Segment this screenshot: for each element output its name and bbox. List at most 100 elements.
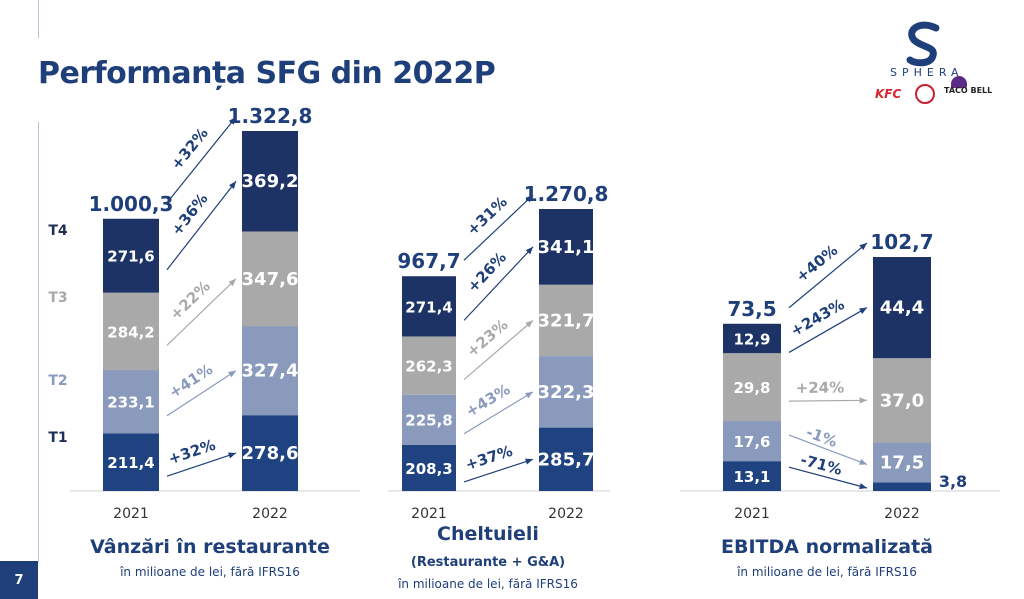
bar-t1-2022: [873, 482, 931, 491]
category-label-2021: 2021: [734, 506, 770, 522]
growth-arrowhead-t1: [228, 452, 236, 459]
growth-arrow-t4: [788, 307, 868, 353]
growth-arrowhead-t4: [859, 307, 867, 314]
growth-label-t2: +41%: [166, 360, 216, 402]
total-label-2022: 1.270,8: [524, 182, 609, 206]
pizza-hut-logo-icon: [915, 84, 935, 104]
data-label-t3-2022: 321,7: [538, 310, 595, 331]
bar-t2-2021: [723, 421, 781, 462]
growth-label-total: +40%: [792, 241, 841, 286]
category-label-2021: 2021: [113, 506, 149, 522]
data-label-t3-2021: 284,2: [107, 323, 154, 341]
chart-title-1: Vânzări în restaurante: [90, 536, 330, 558]
page-title: Performanța SFG din 2022P: [38, 56, 496, 91]
bar-t4-2021: [723, 323, 781, 354]
bar-t3-2022: [539, 284, 593, 357]
kfc-logo: KFC: [875, 87, 902, 101]
chart-note-2: în milioane de lei, fără IFRS16: [397, 577, 578, 591]
growth-arrow-t3: [788, 399, 868, 402]
bar-t4-2022: [539, 209, 593, 285]
data-label-t1-2021: 208,3: [405, 460, 452, 478]
bar-t3-2022: [242, 231, 298, 327]
total-label-2021: 1.000,3: [89, 192, 174, 216]
data-label-t2-2021: 225,8: [405, 412, 452, 430]
data-label-t4-2021: 271,6: [107, 248, 154, 266]
category-label-2022: 2022: [884, 506, 920, 522]
quarter-label-t3: T3: [48, 290, 67, 306]
growth-arrowhead-t1: [525, 458, 533, 465]
bar-t1-2021: [402, 444, 456, 491]
growth-label-total: +31%: [463, 193, 511, 239]
data-label-t1-2022: 278,6: [242, 443, 299, 464]
data-label-t4-2021: 12,9: [733, 330, 770, 348]
data-label-t1-2021: 13,1: [733, 468, 770, 486]
bar-t4-2022: [873, 257, 931, 359]
page-number: 7: [0, 561, 38, 599]
growth-label-t1: +37%: [463, 442, 515, 474]
growth-arrow-t3: [463, 319, 534, 381]
data-label-t3-2022: 347,6: [242, 269, 299, 290]
bar-t2-2021: [402, 394, 456, 445]
quarter-label-t1: T1: [48, 430, 67, 446]
sphera-logo-icon: [904, 21, 944, 67]
bar-t2-2022: [242, 326, 298, 416]
growth-arrow-t1: [788, 466, 868, 489]
growth-arrow-t2: [463, 391, 534, 435]
bar-t1-2022: [242, 415, 298, 491]
bar-t3-2022: [873, 358, 931, 443]
accent-line-left: [38, 122, 39, 562]
data-label-t2-2022: 327,4: [242, 361, 299, 382]
growth-arrow-t2: [788, 434, 868, 465]
data-label-t3-2021: 262,3: [405, 358, 452, 376]
chart-note-3: în milioane de lei, fără IFRS16: [736, 565, 917, 579]
data-label-t3-2022: 37,0: [880, 390, 924, 411]
data-label-t2-2022: 322,3: [538, 382, 595, 403]
chart-title-3: EBITDA normalizată: [721, 536, 933, 558]
chart-subtitle-2: (Restaurante + G&A): [411, 555, 565, 570]
data-label-t4-2022: 369,2: [242, 171, 299, 192]
growth-arrowhead-total: [859, 243, 867, 251]
data-label-t1-2022: 3,8: [939, 472, 967, 491]
data-label-t1-2021: 211,4: [107, 454, 154, 472]
growth-arrowhead-t2: [228, 370, 236, 378]
data-label-t4-2022: 44,4: [880, 298, 924, 319]
bar-t2-2022: [873, 442, 931, 483]
growth-arrowhead-t1: [859, 483, 867, 490]
taco-bell-logo: TACO BELL: [944, 86, 993, 95]
growth-arrow-t4: [463, 246, 534, 321]
growth-arrow-total: [166, 116, 237, 204]
growth-arrowhead-t3: [525, 320, 533, 328]
quarter-label-t2: T2: [48, 373, 67, 389]
category-label-2022: 2022: [252, 506, 288, 522]
growth-label-t1: +32%: [166, 436, 218, 468]
chart-title-2: Cheltuieli: [437, 523, 539, 545]
growth-arrowhead-total: [525, 195, 533, 203]
data-label-t2-2021: 233,1: [107, 394, 154, 412]
logo-text: SPHERA: [890, 66, 964, 79]
total-label-2021: 967,7: [397, 249, 460, 273]
growth-arrowhead-t4: [525, 246, 533, 255]
bar-t4-2022: [242, 131, 298, 232]
data-label-t4-2021: 271,4: [405, 298, 452, 316]
accent-line-top: [38, 0, 39, 38]
growth-label-total: +32%: [167, 124, 211, 173]
growth-arrowhead-t2: [525, 391, 533, 399]
growth-arrow-t4: [166, 180, 237, 271]
total-label-2022: 1.322,8: [228, 104, 313, 128]
growth-label-t2: +43%: [463, 380, 514, 421]
growth-arrow-t1: [166, 452, 237, 477]
growth-arrow-total: [463, 194, 534, 261]
growth-arrowhead-total: [228, 117, 236, 125]
category-label-2021: 2021: [411, 506, 447, 522]
growth-arrowhead-t3: [228, 278, 236, 287]
data-label-t3-2021: 29,8: [733, 379, 770, 397]
growth-arrowhead-t3: [859, 397, 867, 404]
data-label-t2-2021: 17,6: [733, 433, 770, 451]
growth-label-t4: +36%: [168, 190, 212, 239]
bar-t3-2021: [723, 353, 781, 422]
growth-label-t3: +23%: [463, 316, 512, 361]
bar-t2-2021: [103, 370, 159, 434]
growth-arrow-t2: [166, 370, 237, 417]
growth-arrow-total: [788, 242, 868, 309]
growth-label-t3: +24%: [796, 378, 845, 396]
